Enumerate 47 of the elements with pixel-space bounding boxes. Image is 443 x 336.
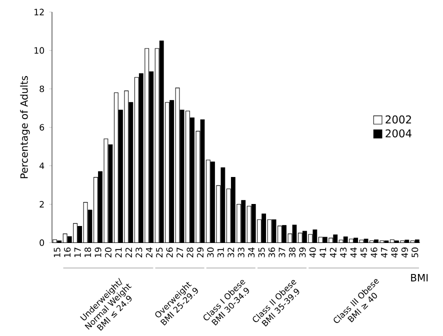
y-axis-title: Percentage of Adults: [20, 76, 30, 178]
x-tick-label: 20: [104, 248, 112, 258]
y-tick-label: 12: [34, 8, 44, 16]
x-tick-label: 18: [84, 248, 92, 258]
x-tick-label: 48: [391, 248, 398, 258]
x-tick-label: 19: [94, 248, 102, 258]
x-tick-label: 41: [320, 248, 326, 258]
x-tick-label: 44: [350, 247, 357, 258]
x-tick-label: 27: [176, 248, 183, 258]
y-tick-label: 8: [40, 86, 44, 92]
x-tick-label: 26: [166, 247, 173, 258]
x-axis-title: BMI: [411, 274, 428, 282]
y-tick-label: 6: [40, 124, 44, 131]
x-tick-label: 15: [54, 248, 60, 258]
x-tick-label: 45: [360, 248, 367, 258]
x-tick-label: 33: [238, 248, 244, 258]
x-tick-label: 47: [381, 248, 388, 258]
x-tick-label: 42: [330, 248, 336, 258]
y-tick-label: 10: [34, 47, 44, 54]
x-tick-label: 49: [401, 248, 408, 258]
x-tick-label: 38: [288, 248, 296, 258]
x-tick-label: 25: [156, 248, 163, 258]
x-tick-label: 30: [207, 248, 214, 258]
x-tick-label: 43: [340, 248, 347, 258]
y-tick-label: 4: [40, 162, 44, 169]
x-tick-label: 22: [125, 248, 132, 258]
y-tick-label: 0: [40, 239, 44, 246]
x-tick-label: 16: [64, 247, 71, 258]
x-tick-label: 32: [228, 248, 234, 258]
y-tick-label: 2: [40, 201, 44, 208]
x-tick-label: 39: [299, 248, 306, 258]
x-tick-label: 31: [217, 248, 224, 258]
x-tick-label: 28: [186, 248, 194, 258]
legend-label: 2004: [386, 129, 412, 138]
x-tick-label: 50: [412, 248, 418, 258]
x-tick-label: 46: [370, 247, 378, 258]
x-tick-label: 17: [74, 248, 81, 258]
x-tick-label: 24: [146, 247, 152, 258]
x-tick-label: 37: [278, 248, 286, 258]
x-tick-label: 34: [248, 247, 255, 258]
x-tick-label: 35: [258, 248, 265, 258]
x-tick-label: 29: [196, 248, 204, 258]
x-tick-label: 21: [115, 248, 122, 258]
x-tick-label: 36: [268, 247, 276, 258]
x-tick-label: 23: [136, 248, 142, 258]
x-tick-label: 40: [309, 248, 316, 258]
legend-label: 2002: [386, 115, 411, 124]
